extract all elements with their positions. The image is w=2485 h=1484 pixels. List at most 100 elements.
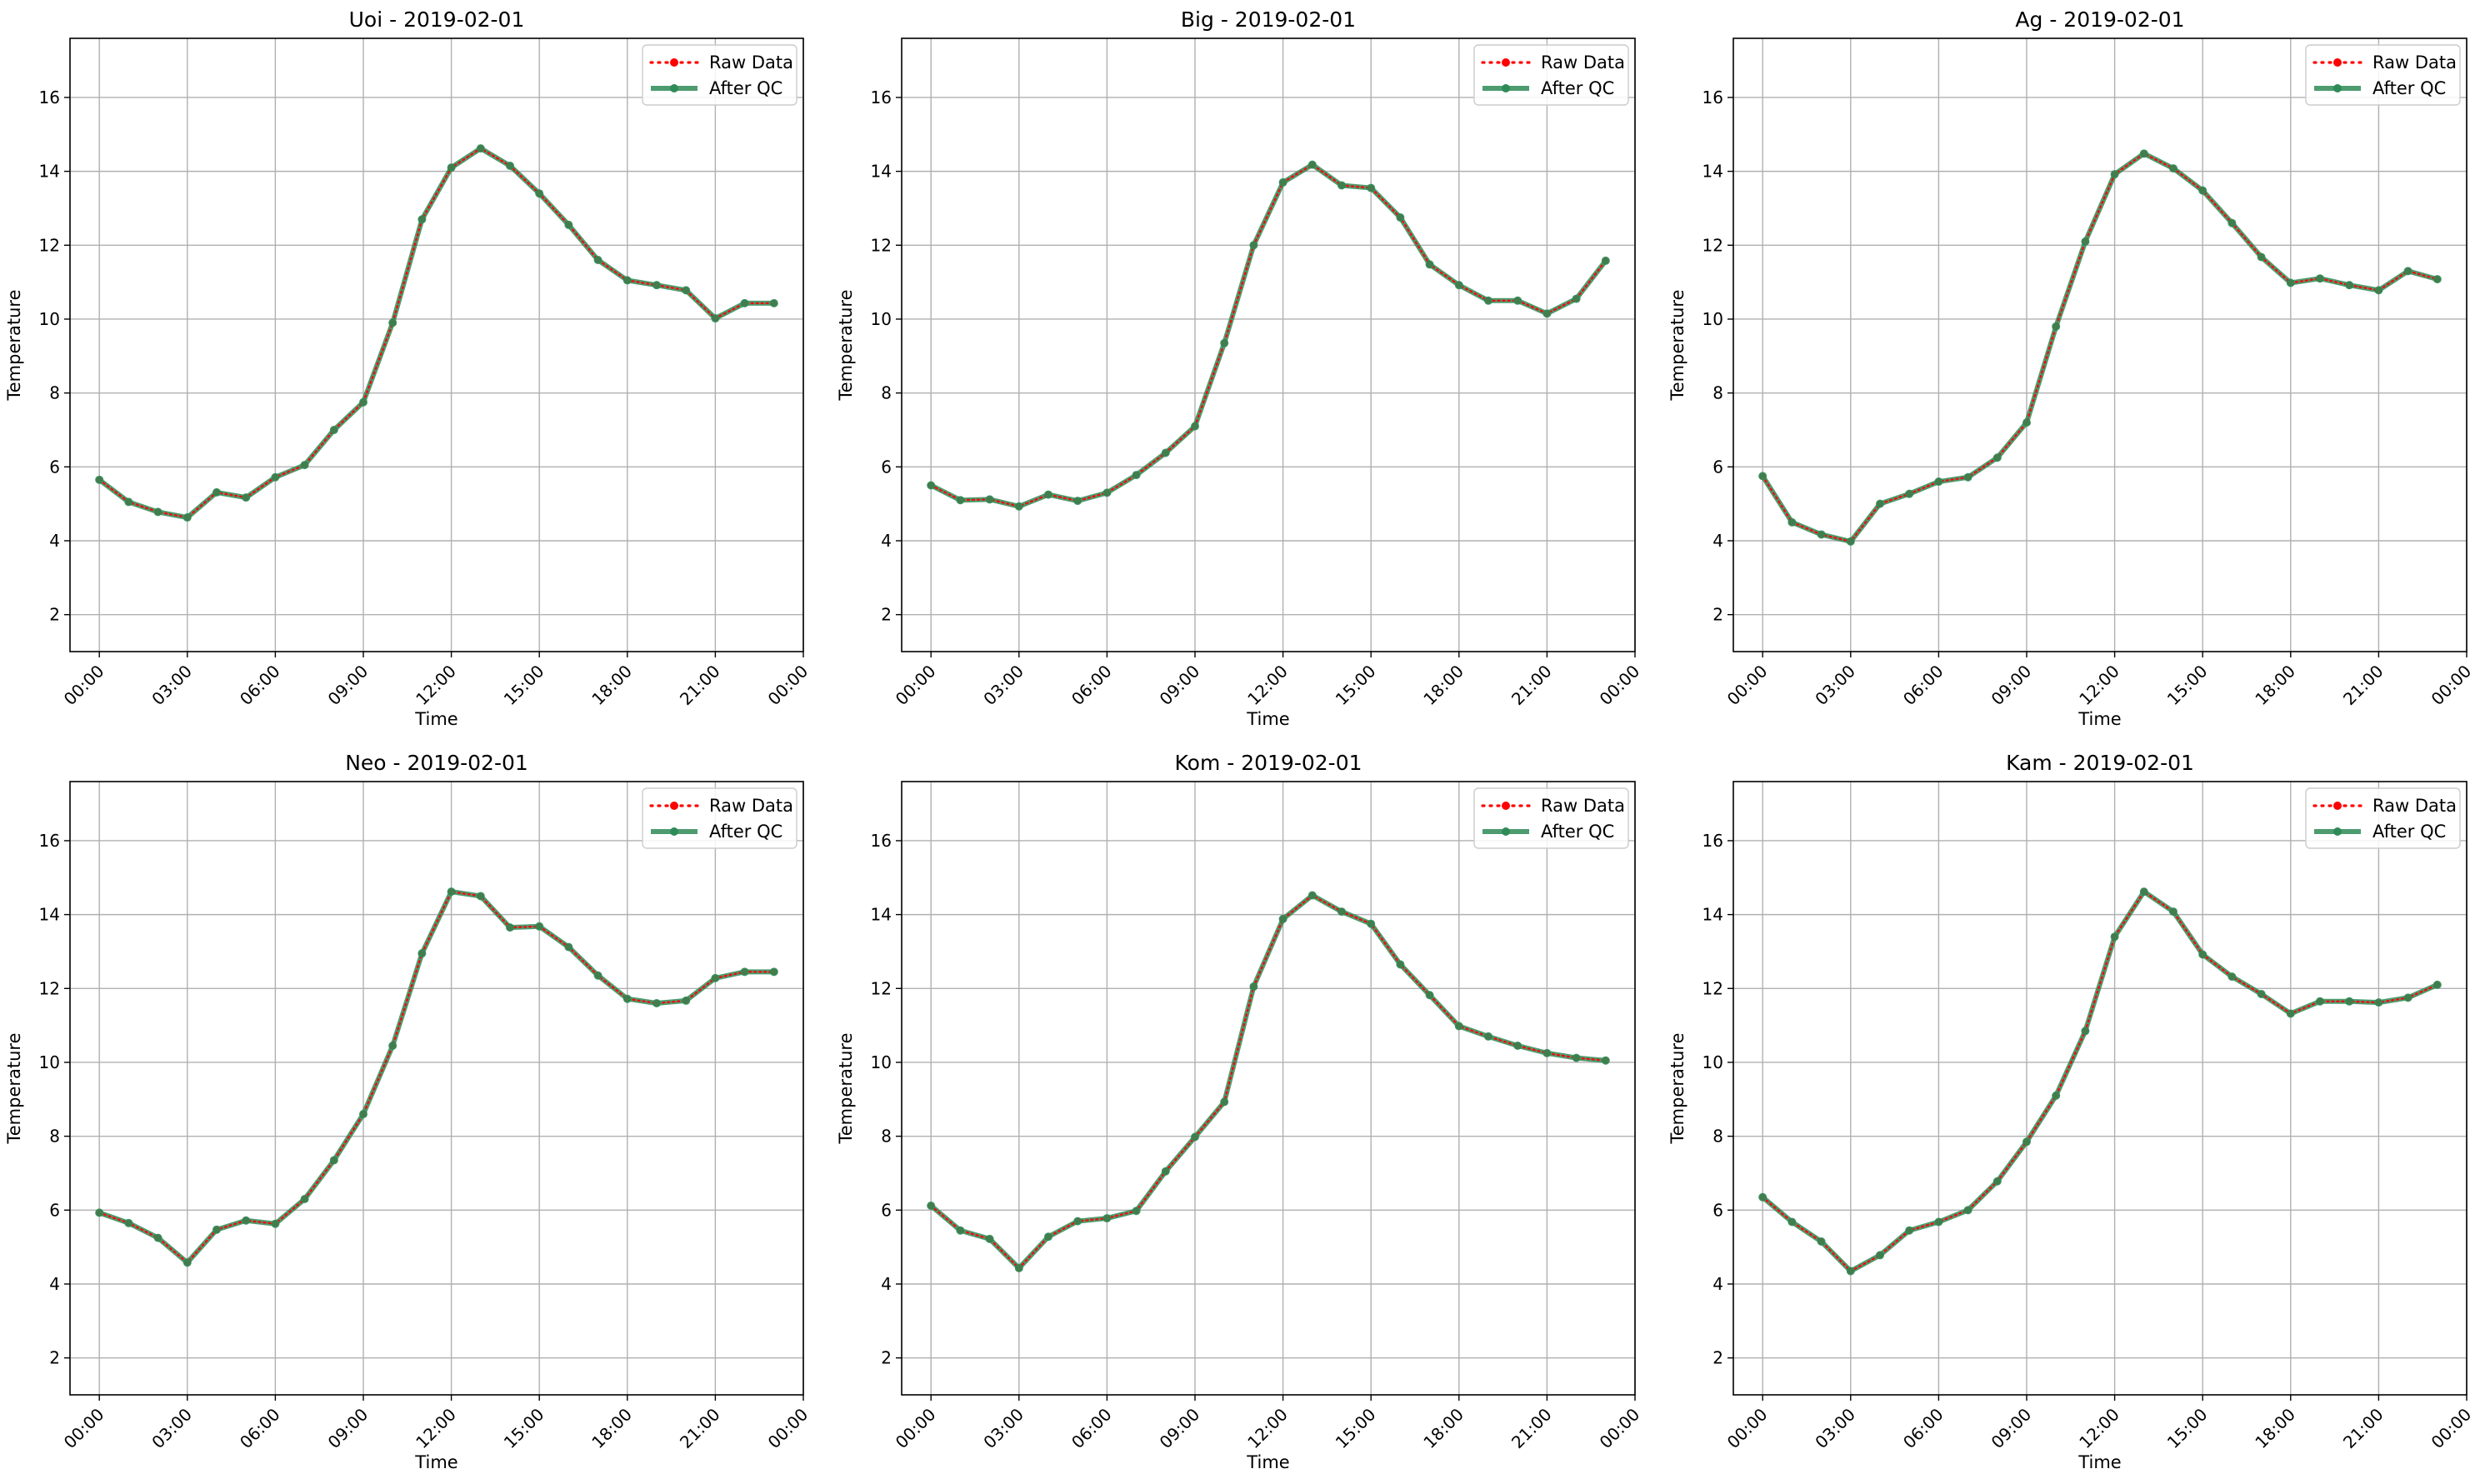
x-axis-label: Time: [414, 1452, 458, 1472]
x-tick-label: 09:00: [1988, 1404, 2036, 1452]
after-qc-point: [1308, 160, 1317, 169]
subplot-5: 00:00 03:00 06:00 09:00 12:00 15:00 18:00 21:00…: [1668, 751, 2475, 1472]
x-tick-label: 09:00: [1988, 661, 2036, 709]
after-qc-point: [2052, 1091, 2061, 1100]
series-after-qc-line: [929, 892, 1607, 1271]
after-qc-point: [2374, 286, 2383, 295]
x-tick-label: 21:00: [676, 1404, 724, 1452]
after-qc-point: [1044, 490, 1052, 499]
after-qc-point: [1132, 471, 1141, 480]
after-qc-point: [476, 892, 485, 901]
x-tick-label: 00:00: [1596, 661, 1644, 709]
y-tick-label: 16: [39, 87, 60, 107]
after-qc-point: [476, 144, 485, 153]
after-qc-point: [388, 318, 398, 327]
axes-frame: [901, 781, 1636, 1396]
subplot-0: 00:00 03:00 06:00 09:00 12:00 15:00 18:00 21:00…: [4, 7, 812, 729]
after-qc-point: [985, 495, 994, 504]
after-qc-point: [2257, 252, 2266, 262]
x-tick-label: 00:00: [1723, 1404, 1772, 1452]
x-tick-label: 21:00: [2339, 1404, 2388, 1452]
y-tick-label: 14: [39, 162, 60, 182]
after-qc-point: [242, 1216, 251, 1225]
subplot-title: Kom - 2019-02-01: [1175, 751, 1362, 775]
after-qc-point: [2345, 997, 2354, 1006]
after-qc-point: [506, 161, 514, 170]
y-tick-label: 16: [1702, 87, 1723, 107]
after-qc-point: [447, 163, 456, 172]
after-qc-point: [1191, 422, 1199, 431]
legend-raw-label: Raw Data: [709, 52, 793, 72]
after-qc-point: [1992, 1177, 2002, 1186]
after-qc-point: [2316, 997, 2324, 1006]
y-tick-label: 6: [881, 457, 892, 477]
x-tick-label: 18:00: [2251, 1404, 2299, 1452]
after-qc-point: [1220, 1097, 1229, 1107]
after-qc-point: [271, 1219, 280, 1228]
after-qc-point: [1367, 183, 1376, 192]
after-qc-point: [124, 497, 133, 507]
x-tick-label: 15:00: [1332, 661, 1380, 709]
x-tick-label: 12:00: [412, 1404, 460, 1452]
y-tick-label: 14: [871, 905, 892, 925]
y-tick-label: 16: [871, 831, 892, 851]
after-qc-point: [153, 1233, 162, 1242]
after-qc-point: [212, 487, 221, 497]
after-qc-point: [682, 996, 691, 1005]
after-qc-point: [1132, 1207, 1141, 1216]
after-qc-point: [1934, 1217, 1943, 1227]
after-qc-point: [182, 1258, 192, 1267]
y-tick-label: 16: [871, 87, 892, 107]
after-qc-point: [153, 507, 162, 517]
after-qc-point: [564, 942, 573, 952]
after-qc-point: [769, 967, 778, 977]
legend-raw-marker: [670, 802, 678, 810]
legend: Raw Data After QC: [2305, 787, 2461, 849]
after-qc-point: [506, 923, 514, 932]
y-tick-label: 14: [39, 905, 60, 925]
x-tick-label: 09:00: [324, 1404, 372, 1452]
y-tick-label: 14: [1702, 905, 1723, 925]
y-tick-label: 10: [39, 309, 60, 329]
after-qc-point: [1073, 1217, 1082, 1226]
after-qc-point: [1102, 1214, 1112, 1223]
after-qc-point: [329, 425, 338, 434]
x-tick-label: 00:00: [60, 1404, 108, 1452]
legend: Raw Data After QC: [642, 44, 798, 106]
y-tick-label: 14: [871, 162, 892, 182]
y-tick-label: 6: [881, 1200, 892, 1220]
y-tick-label: 6: [1712, 1200, 1723, 1220]
after-qc-point: [2432, 980, 2442, 989]
after-qc-point: [2022, 1137, 2031, 1147]
after-qc-point: [1102, 488, 1112, 497]
series-after-qc-line: [1761, 889, 2439, 1274]
y-tick-label: 4: [49, 531, 60, 551]
series-raw-line: [929, 894, 1608, 1270]
after-qc-point: [2169, 907, 2178, 917]
y-tick-label: 8: [49, 383, 60, 403]
y-tick-label: 10: [871, 309, 892, 329]
y-tick-label: 8: [881, 383, 892, 403]
y-tick-label: 10: [39, 1052, 60, 1072]
x-axis-label: Time: [414, 709, 458, 729]
y-tick-label: 14: [1702, 162, 1723, 182]
y-tick-label: 16: [1702, 831, 1723, 851]
y-tick-label: 4: [1712, 1274, 1723, 1294]
y-tick-label: 12: [1702, 235, 1723, 255]
after-qc-point: [1758, 472, 1768, 481]
subplot-2: 00:00 03:00 06:00 09:00 12:00 15:00 18:00 21:00…: [1668, 7, 2475, 729]
after-qc-point: [1963, 472, 1972, 482]
x-tick-label: 21:00: [1508, 661, 1556, 709]
after-qc-point: [1905, 489, 1914, 498]
y-axis-label: Temperature: [4, 289, 24, 401]
after-qc-point: [182, 513, 192, 522]
after-qc-point: [1484, 296, 1492, 305]
after-qc-point: [2081, 237, 2090, 246]
after-qc-point: [1601, 256, 1610, 265]
legend: Raw Data After QC: [1473, 787, 1629, 849]
legend-qc-label: After QC: [2372, 78, 2446, 98]
after-qc-point: [1161, 1167, 1170, 1176]
after-qc-point: [1846, 537, 1855, 546]
x-tick-label: 12:00: [1243, 661, 1292, 709]
